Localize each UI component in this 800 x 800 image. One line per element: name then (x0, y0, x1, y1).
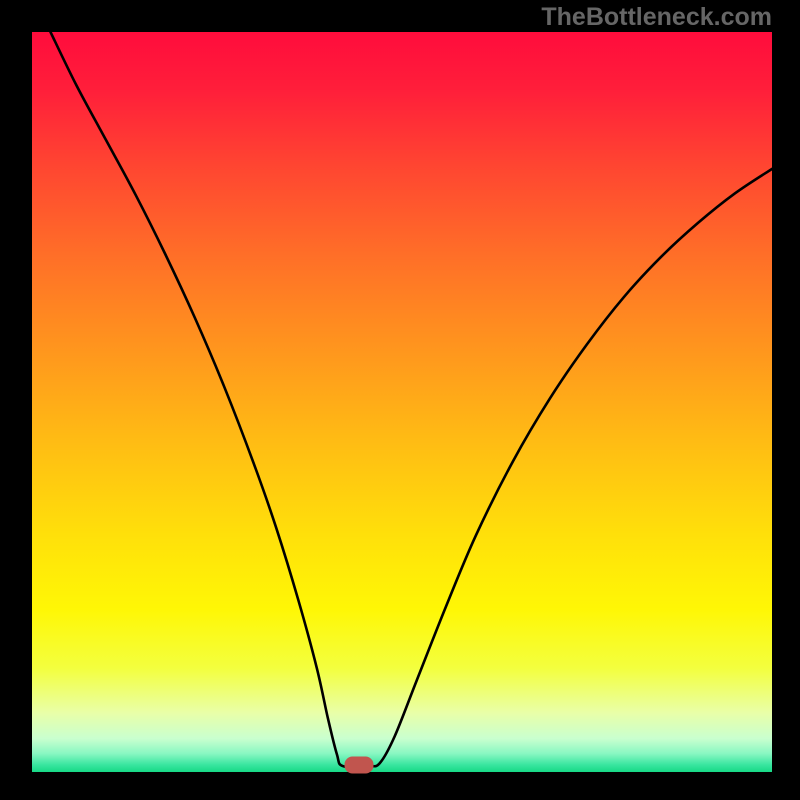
curve-overlay (32, 32, 772, 772)
bottleneck-curve (51, 32, 773, 767)
bottleneck-marker (345, 756, 374, 773)
chart-container: TheBottleneck.com (0, 0, 800, 800)
plot-area (32, 32, 772, 772)
watermark-text: TheBottleneck.com (541, 3, 772, 32)
